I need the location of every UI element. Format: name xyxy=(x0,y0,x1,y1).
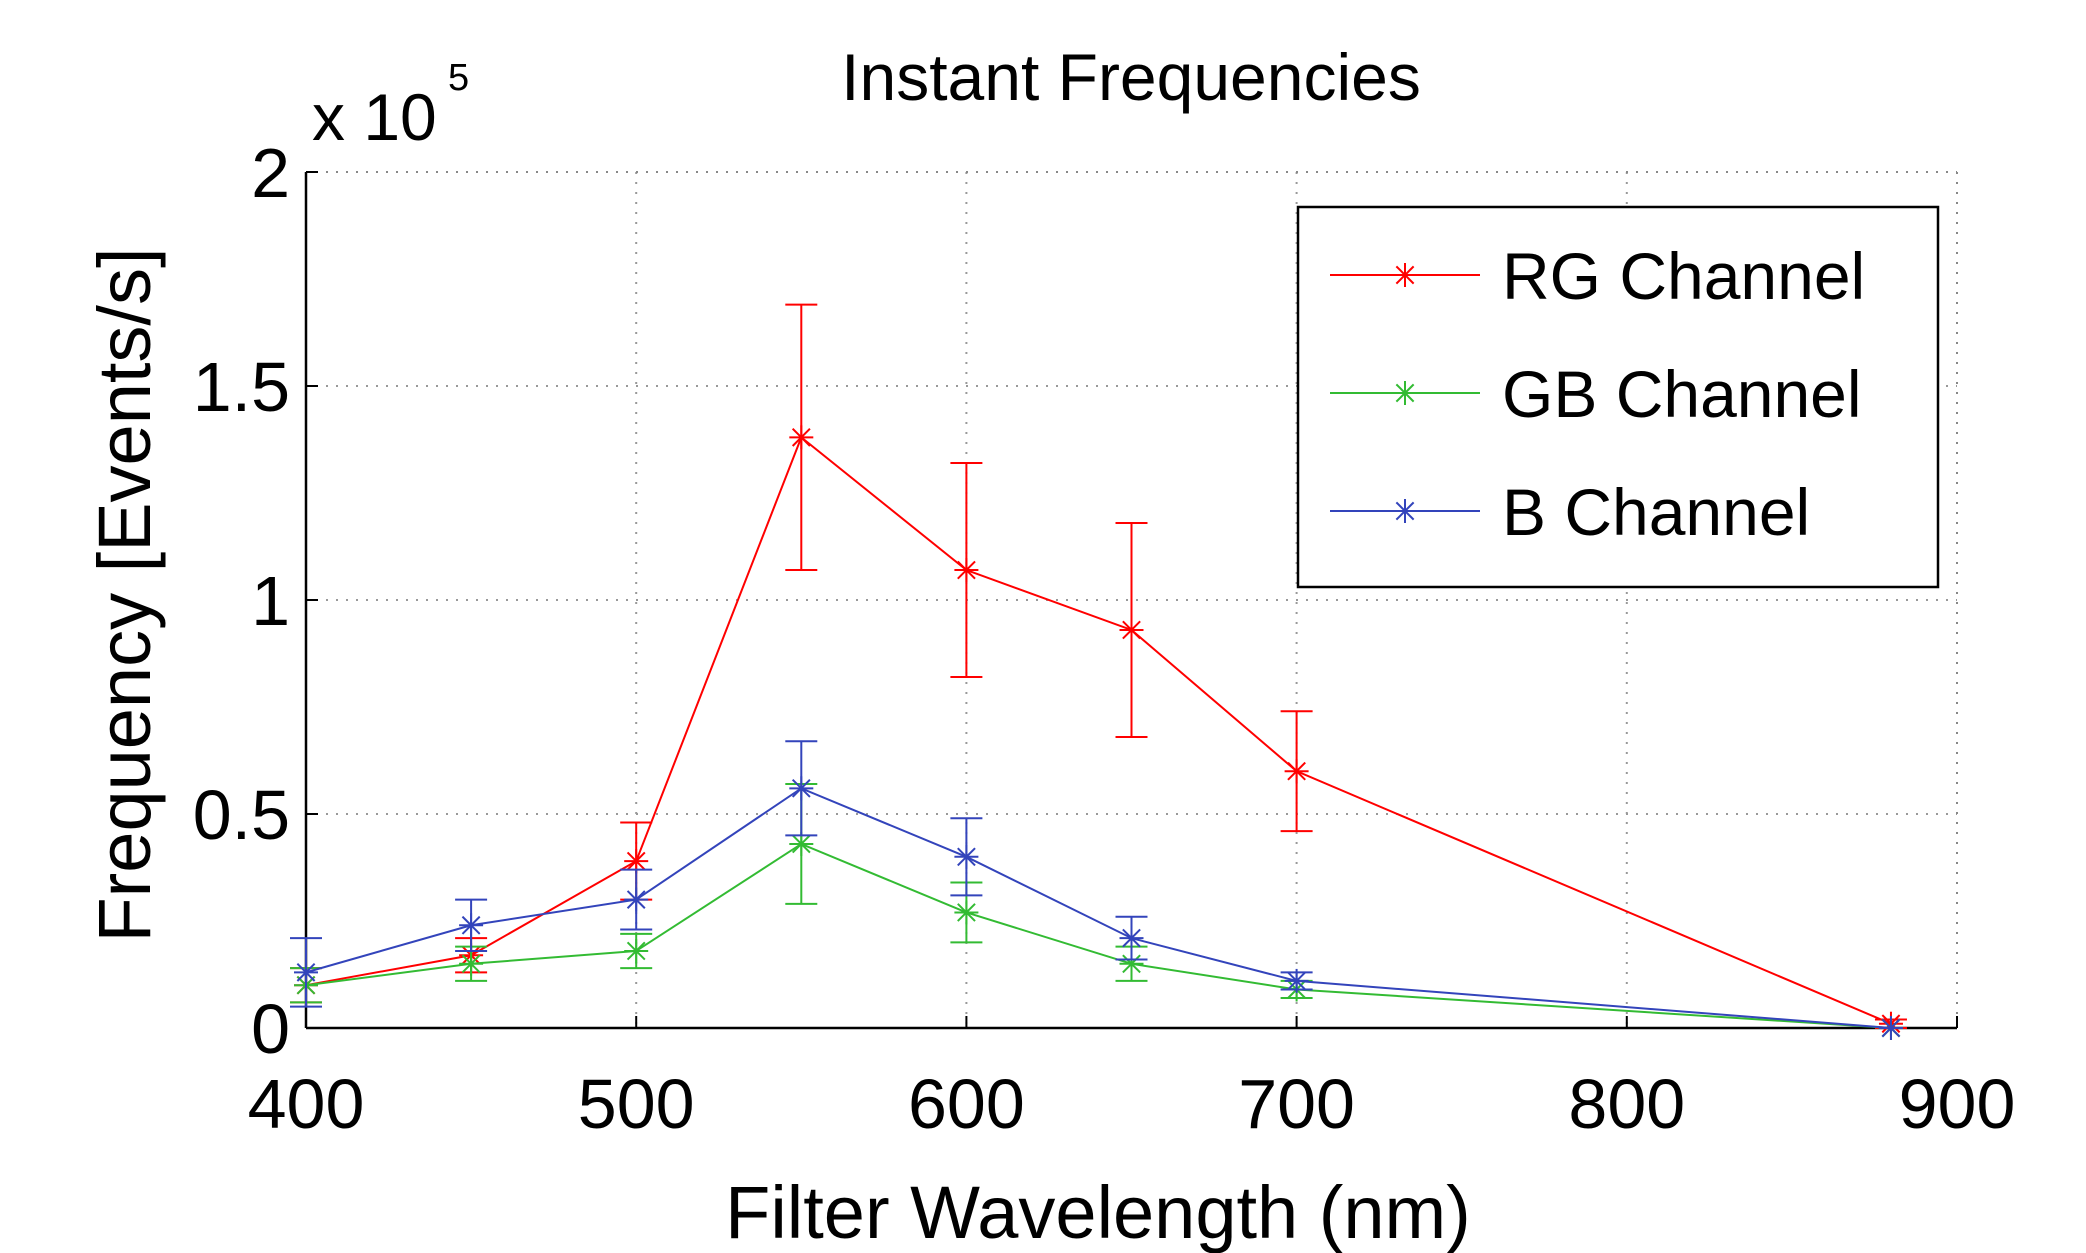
series-line xyxy=(305,435,1892,1025)
data-point-marker xyxy=(294,960,318,985)
y-multiplier-exponent: 5 xyxy=(448,57,469,99)
data-point-marker xyxy=(1119,617,1144,642)
y-tick-label: 2 xyxy=(251,134,290,212)
y-multiplier-text: x 10 xyxy=(312,80,437,154)
legend-item: RG Channel xyxy=(1330,239,1865,313)
series-gb-channel xyxy=(290,783,1903,1040)
y-multiplier: x 10 5 xyxy=(312,57,469,154)
data-point-marker xyxy=(1393,381,1417,405)
series-b-channel xyxy=(290,740,1903,1040)
x-tick-label: 500 xyxy=(578,1065,695,1143)
chart-title: Instant Frequencies xyxy=(841,40,1421,114)
data-point-marker xyxy=(1284,759,1309,784)
x-tick-label: 800 xyxy=(1568,1065,1685,1143)
axes xyxy=(304,171,1958,1030)
legend-item: GB Channel xyxy=(1330,357,1862,431)
x-tick-label: 600 xyxy=(908,1065,1025,1143)
x-tick-label: 900 xyxy=(1899,1065,2016,1143)
legend-label: B Channel xyxy=(1502,475,1810,549)
data-point-marker xyxy=(1393,263,1417,287)
y-tick-label: 0.5 xyxy=(193,776,290,854)
series-line xyxy=(305,787,1892,1029)
data-point-marker xyxy=(624,887,649,912)
data-point-marker xyxy=(954,900,979,925)
data-point-marker xyxy=(1119,926,1144,951)
data-point-marker xyxy=(954,558,979,583)
legend-label: GB Channel xyxy=(1502,357,1862,431)
data-point-marker xyxy=(954,844,979,869)
legend: RG Channel GB Channel B Channel xyxy=(1296,205,1940,589)
data-point-marker xyxy=(459,913,484,938)
data-point-marker xyxy=(459,951,484,976)
series-layer xyxy=(290,303,1907,1040)
y-axis-label: Frequency [Events/s] xyxy=(83,247,166,942)
data-point-marker xyxy=(789,776,814,801)
y-tick-label: 0 xyxy=(251,990,290,1068)
data-point-marker xyxy=(624,938,649,963)
x-tick-label: 400 xyxy=(248,1065,365,1143)
data-point-marker xyxy=(1393,499,1417,523)
y-tick-labels: 0 0.5 1 1.5 2 xyxy=(193,134,290,1068)
x-tick-labels: 400 500 600 700 800 900 xyxy=(248,1065,2016,1143)
series-line xyxy=(305,842,1892,1029)
legend-label: RG Channel xyxy=(1502,239,1865,313)
data-point-marker xyxy=(1878,1016,1903,1040)
y-tick-label: 1 xyxy=(251,562,290,640)
data-point-marker xyxy=(789,425,814,450)
x-tick-label: 700 xyxy=(1238,1065,1355,1143)
data-point-marker xyxy=(1284,968,1309,993)
x-axis-label: Filter Wavelength (nm) xyxy=(725,1171,1471,1253)
y-tick-label: 1.5 xyxy=(193,348,290,426)
legend-item: B Channel xyxy=(1330,475,1810,549)
